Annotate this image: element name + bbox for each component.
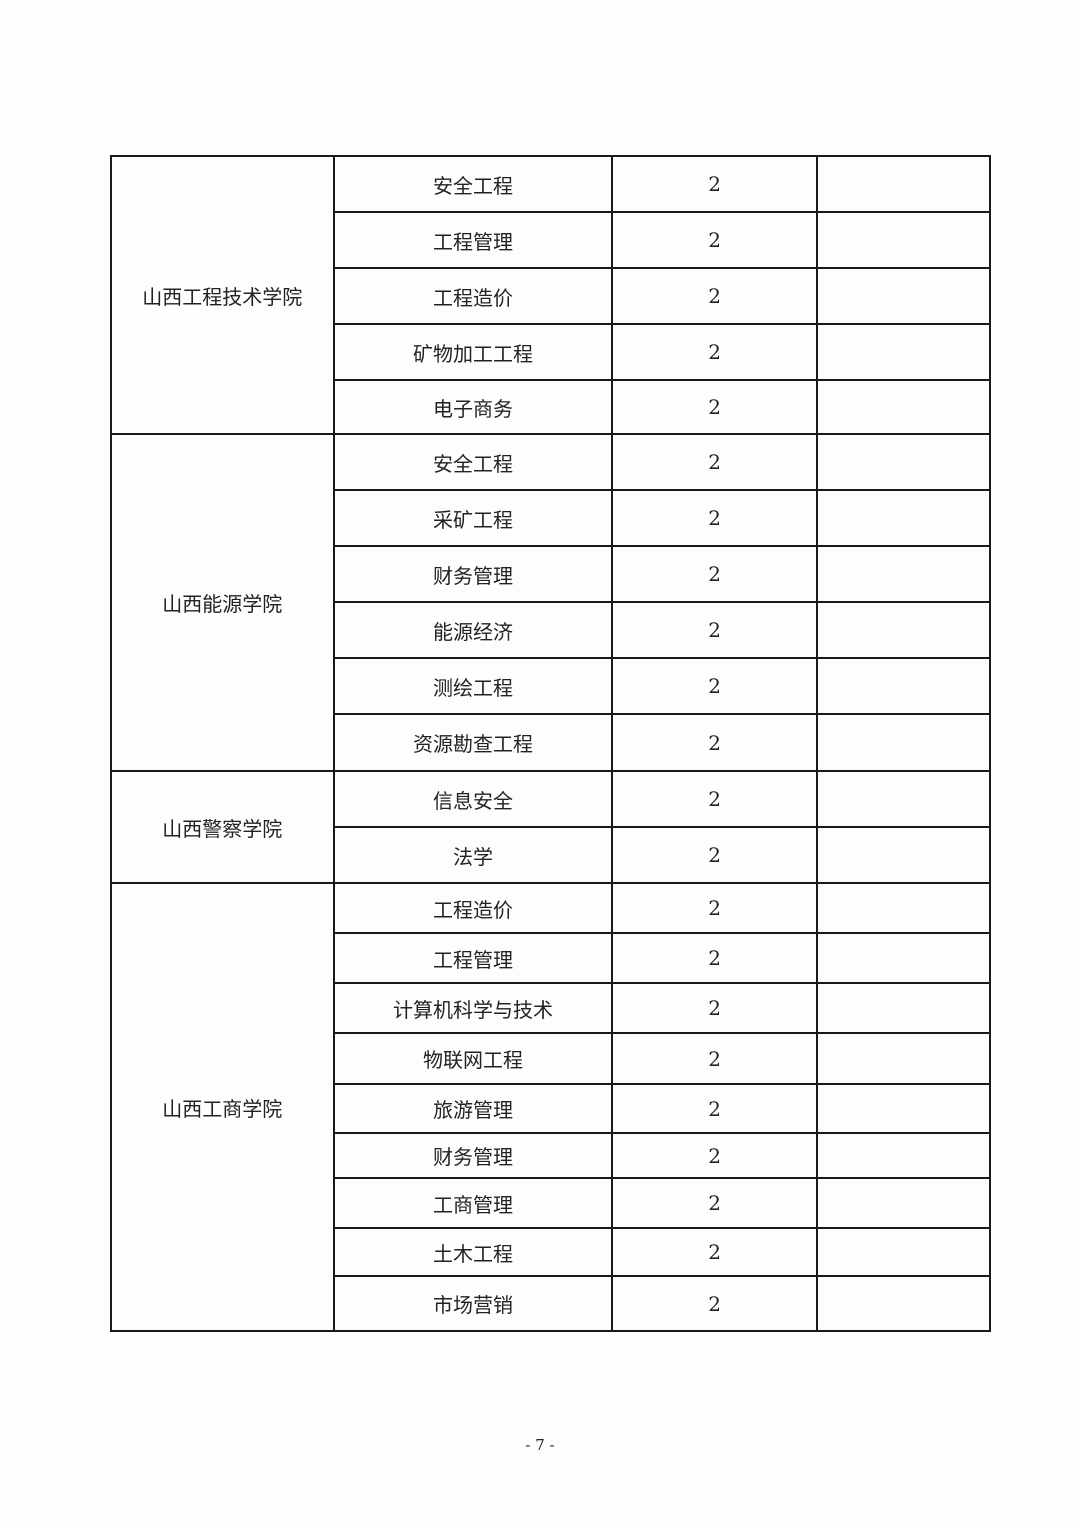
major-name: 工商管理 bbox=[332, 1177, 614, 1229]
major-name: 法学 bbox=[332, 826, 614, 884]
quota-count: 2 bbox=[611, 1132, 818, 1179]
school-name: 山西工商学院 bbox=[110, 882, 335, 1332]
quota-count: 2 bbox=[611, 211, 818, 269]
table-row: 山西能源学院 安全工程 2 bbox=[110, 433, 992, 772]
remarks-cell bbox=[815, 826, 992, 884]
quota-count: 2 bbox=[611, 267, 818, 325]
table-row: 财务管理 2 bbox=[111, 545, 992, 603]
major-name: 工程管理 bbox=[332, 932, 614, 984]
table-row: 财务管理 2 bbox=[111, 1132, 992, 1179]
table-row: 山西警察学院 信息安全 2 bbox=[110, 770, 992, 884]
quota-count: 2 bbox=[611, 489, 818, 547]
page-number: - 7 - bbox=[525, 1436, 555, 1454]
remarks-cell bbox=[815, 657, 992, 715]
remarks-cell bbox=[815, 713, 992, 772]
major-name: 物联网工程 bbox=[332, 1032, 614, 1085]
major-name: 安全工程 bbox=[332, 433, 614, 491]
major-name: 旅游管理 bbox=[332, 1083, 614, 1134]
table-row: 能源经济 2 bbox=[111, 601, 992, 659]
remarks-cell bbox=[815, 770, 992, 828]
remarks-cell bbox=[815, 1032, 992, 1085]
remarks-cell bbox=[815, 1177, 992, 1229]
quota-count: 2 bbox=[611, 545, 818, 603]
quota-count: 2 bbox=[611, 770, 818, 828]
remarks-cell bbox=[815, 267, 992, 325]
remarks-cell bbox=[815, 433, 992, 491]
table-row: 法学 2 bbox=[111, 826, 992, 884]
quota-count: 2 bbox=[611, 982, 818, 1034]
major-name: 工程管理 bbox=[332, 211, 614, 269]
remarks-cell bbox=[815, 545, 992, 603]
table-row: 工商管理 2 bbox=[111, 1177, 992, 1229]
table-row: 旅游管理 2 bbox=[111, 1083, 992, 1134]
quota-count: 2 bbox=[611, 713, 818, 772]
school-name: 山西工程技术学院 bbox=[110, 155, 335, 435]
major-name: 市场营销 bbox=[332, 1275, 614, 1332]
table-row: 矿物加工工程 2 bbox=[111, 323, 992, 381]
table-row: 资源勘查工程 2 bbox=[111, 713, 992, 772]
school-name: 山西警察学院 bbox=[110, 770, 335, 884]
table-row: 电子商务 2 bbox=[111, 379, 992, 435]
quota-count: 2 bbox=[611, 323, 818, 381]
remarks-cell bbox=[815, 1132, 992, 1179]
table-row: 物联网工程 2 bbox=[111, 1032, 992, 1085]
major-name: 土木工程 bbox=[332, 1227, 614, 1277]
table-row: 计算机科学与技术 2 bbox=[111, 982, 992, 1034]
major-name: 信息安全 bbox=[332, 770, 614, 828]
remarks-cell bbox=[815, 882, 992, 934]
major-name: 工程造价 bbox=[332, 882, 614, 934]
major-name: 能源经济 bbox=[332, 601, 614, 659]
school-name: 山西能源学院 bbox=[110, 433, 335, 772]
remarks-cell bbox=[815, 982, 992, 1034]
major-name: 财务管理 bbox=[332, 545, 614, 603]
remarks-cell bbox=[815, 932, 992, 984]
quota-count: 2 bbox=[611, 932, 818, 984]
quota-count: 2 bbox=[611, 1227, 818, 1277]
table-row: 山西工商学院 工程造价 2 bbox=[110, 882, 992, 1332]
remarks-cell bbox=[815, 155, 992, 213]
quota-count: 2 bbox=[611, 1275, 818, 1332]
quota-count: 2 bbox=[611, 1177, 818, 1229]
quota-count: 2 bbox=[611, 155, 818, 213]
remarks-cell bbox=[815, 379, 992, 435]
major-name: 计算机科学与技术 bbox=[332, 982, 614, 1034]
major-name: 安全工程 bbox=[332, 155, 614, 213]
major-name: 矿物加工工程 bbox=[332, 323, 614, 381]
quota-count: 2 bbox=[611, 1083, 818, 1134]
remarks-cell bbox=[815, 1275, 992, 1332]
quota-count: 2 bbox=[611, 1032, 818, 1085]
remarks-cell bbox=[815, 211, 992, 269]
quota-count: 2 bbox=[611, 826, 818, 884]
remarks-cell bbox=[815, 1083, 992, 1134]
major-name: 采矿工程 bbox=[332, 489, 614, 547]
remarks-cell bbox=[815, 323, 992, 381]
table-row: 采矿工程 2 bbox=[111, 489, 992, 547]
major-name: 测绘工程 bbox=[332, 657, 614, 715]
quota-count: 2 bbox=[611, 601, 818, 659]
table-row: 工程管理 2 bbox=[111, 211, 992, 269]
major-name: 电子商务 bbox=[332, 379, 614, 435]
major-name: 资源勘查工程 bbox=[332, 713, 614, 772]
enrollment-table: 山西工程技术学院 安全工程 2 工程管理 2 工程造价 2 矿物加工工程 2 电子商务 2 山西能源学… bbox=[110, 155, 992, 1332]
remarks-cell bbox=[815, 1227, 992, 1277]
table-row: 工程造价 2 bbox=[111, 267, 992, 325]
table-row: 测绘工程 2 bbox=[111, 657, 992, 715]
quota-count: 2 bbox=[611, 433, 818, 491]
quota-count: 2 bbox=[611, 882, 818, 934]
quota-count: 2 bbox=[611, 657, 818, 715]
table-row: 工程管理 2 bbox=[111, 932, 992, 984]
major-name: 财务管理 bbox=[332, 1132, 614, 1179]
table-row: 山西工程技术学院 安全工程 2 bbox=[110, 155, 992, 435]
remarks-cell bbox=[815, 601, 992, 659]
remarks-cell bbox=[815, 489, 992, 547]
table-row: 市场营销 2 bbox=[111, 1275, 992, 1332]
table-row: 土木工程 2 bbox=[111, 1227, 992, 1277]
major-name: 工程造价 bbox=[332, 267, 614, 325]
quota-count: 2 bbox=[611, 379, 818, 435]
